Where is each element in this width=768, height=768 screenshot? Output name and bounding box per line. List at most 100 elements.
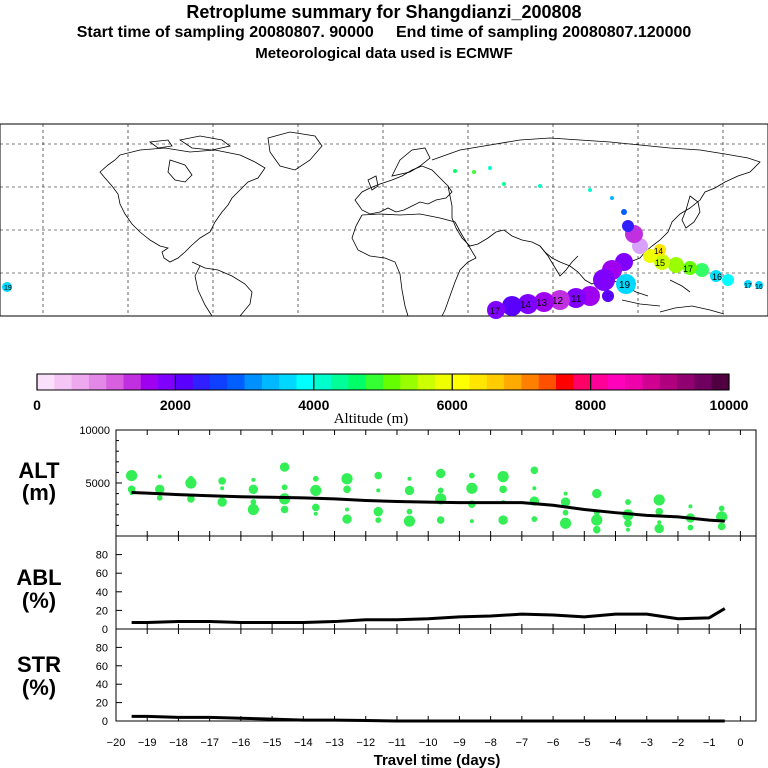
altitude-scatter-point	[437, 487, 444, 494]
plume-cluster	[616, 274, 636, 294]
abl-panel-label: ABL	[16, 565, 61, 590]
altitude-scatter-point	[185, 477, 197, 489]
sampling-time-subtitle: Start time of sampling 20080807. 90000 E…	[76, 24, 692, 41]
altitude-scatter-point	[218, 477, 226, 485]
str-fraction-line	[131, 714, 725, 723]
x-tick-label: −12	[356, 737, 375, 749]
plume-cluster	[518, 294, 538, 314]
colorbar-tick-label: 8000	[575, 397, 606, 413]
colorbar-swatch	[711, 374, 730, 390]
altitude-scatter-point	[312, 475, 319, 482]
japan-coast	[681, 195, 701, 229]
plume-label: 17	[683, 264, 693, 274]
altitude-scatter-point	[313, 511, 318, 516]
plume-cluster	[755, 281, 763, 289]
altitude-scatter-point	[532, 486, 537, 491]
plume-label: 17	[744, 283, 752, 290]
plume-cluster	[534, 292, 554, 312]
y-tick-label: 40	[96, 587, 108, 599]
x-tick-label: −15	[263, 737, 282, 749]
altitude-scatter-point	[312, 503, 320, 512]
x-tick-label: −19	[138, 737, 157, 749]
colorbar-swatch	[590, 374, 609, 390]
plume-cluster	[695, 263, 709, 277]
str-panel-label: STR	[17, 652, 61, 677]
y-tick-label: 0	[102, 624, 108, 636]
plume-cluster	[502, 182, 506, 186]
colorbar-swatch	[417, 374, 436, 390]
plume-label: 11	[571, 294, 582, 305]
altitude-scatter-point	[498, 515, 508, 525]
colorbar-swatch	[279, 374, 297, 390]
y-tick-label: 40	[96, 679, 108, 691]
altitude-scatter-point	[717, 522, 726, 531]
north-america-coast	[99, 147, 266, 263]
altitude-scatter-point	[626, 527, 630, 532]
altitude-scatter-point	[559, 517, 572, 529]
x-tick-label: −9	[453, 737, 466, 749]
colorbar-label: Altitude (m)	[334, 411, 409, 427]
x-tick-label: −14	[294, 737, 313, 749]
altitude-scatter-point	[373, 506, 383, 517]
x-axis-label: Travel time (days)	[374, 752, 501, 768]
scandinavia-coast	[391, 147, 431, 177]
altitude-scatter-point	[187, 495, 195, 503]
x-tick-label: −16	[232, 737, 251, 749]
colorbar-swatch	[210, 374, 228, 390]
plume-cluster	[643, 249, 657, 263]
altitude-scatter-point	[281, 484, 288, 491]
plume-cluster	[593, 269, 615, 291]
plume-cluster	[588, 188, 592, 192]
colorbar-swatch	[521, 374, 540, 390]
altitude-scatter-point	[155, 484, 165, 495]
plume-cluster	[610, 196, 614, 200]
colorbar-swatch	[331, 374, 349, 390]
greenland-coast	[267, 131, 323, 171]
colorbar-swatch	[227, 374, 246, 390]
altitude-scatter-point	[531, 516, 538, 522]
coastlines	[99, 131, 761, 317]
altitude-scatter-point	[279, 462, 290, 472]
y-tick-label: 60	[96, 568, 108, 580]
altitude-colorbar	[36, 373, 730, 391]
colorbar-tick-label: 10000	[710, 397, 749, 413]
y-tick-label: 80	[96, 642, 108, 654]
colorbar-swatch	[383, 374, 401, 390]
plume-cluster	[453, 169, 457, 173]
altitude-scatter-point	[403, 515, 416, 527]
x-tick-label: −17	[200, 737, 219, 749]
altitude-scatter-point	[657, 520, 662, 525]
x-tick-label: −7	[516, 737, 529, 749]
altitude-scatter-point	[375, 517, 382, 523]
altitude-scatter-point	[280, 505, 289, 514]
y-tick-label: 80	[96, 550, 108, 562]
altitude-scatter-point	[592, 488, 602, 499]
colorbar-swatch	[348, 374, 367, 390]
plume-cluster	[710, 270, 722, 282]
plume-label: 17	[490, 306, 500, 316]
y-tick-label: 60	[96, 661, 108, 673]
asia-coast	[431, 137, 761, 285]
altitude-scatter-point	[217, 497, 227, 507]
x-tick-label: −5	[578, 737, 591, 749]
plume-cluster	[550, 290, 570, 310]
colorbar-swatch	[538, 374, 557, 390]
plume-cluster	[602, 290, 614, 302]
plume-cluster	[621, 209, 627, 215]
colorbar-swatch	[296, 374, 315, 390]
altitude-scatter-point	[625, 499, 631, 505]
panel-frame	[115, 628, 757, 722]
colorbar-swatch	[158, 374, 176, 390]
plume-cluster	[488, 166, 492, 170]
altitude-scatter-point	[188, 475, 194, 482]
europe-coast	[354, 165, 453, 215]
colorbar-swatch	[261, 374, 280, 390]
colorbar-swatch	[659, 374, 678, 390]
colorbar-swatch	[642, 374, 661, 390]
uk-coast	[367, 175, 379, 191]
altitude-scatter-point	[436, 516, 445, 524]
altitude-scatter-point	[156, 494, 163, 501]
plume-cluster	[487, 301, 505, 319]
altitude-scatter-point	[343, 485, 351, 494]
altitude-scatter-point	[591, 514, 603, 526]
